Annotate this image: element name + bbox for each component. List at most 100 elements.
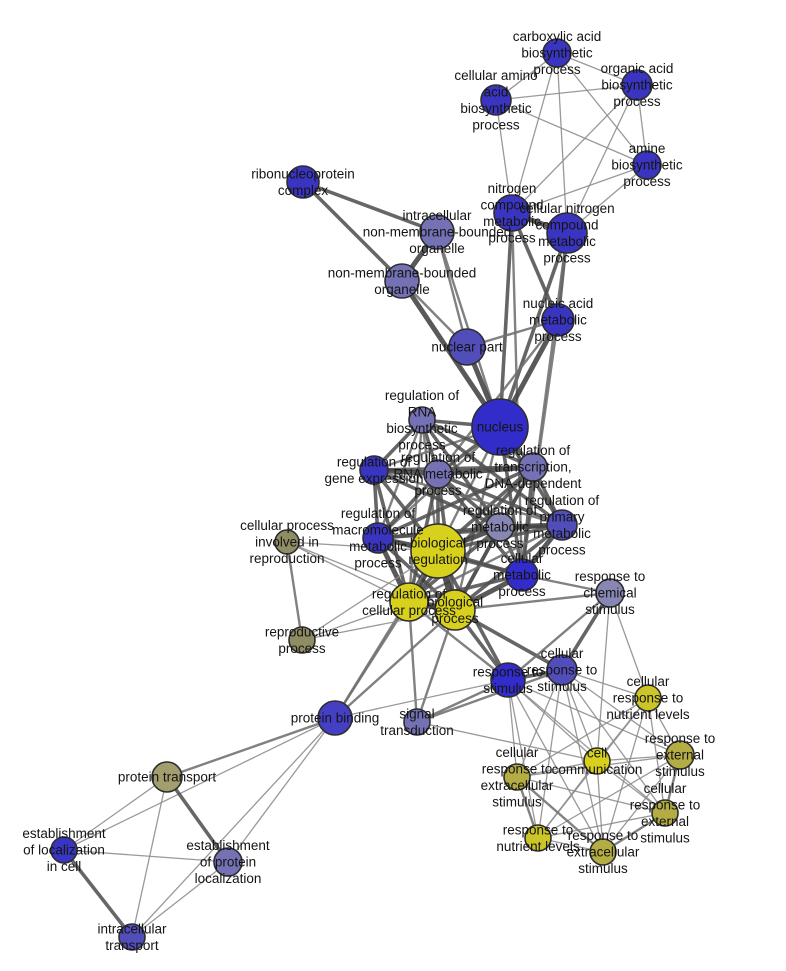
graph-node-biological-process[interactable] — [434, 589, 476, 631]
node-label-response-to-external-stimulus: response to external stimulus — [645, 731, 716, 779]
graph-node-establishment-of-localization-in-cell[interactable] — [50, 836, 78, 864]
graph-edge — [516, 776, 604, 853]
node-label-carboxylic-acid-biosynthetic-process: carboxylic acid biosynthetic process — [513, 29, 602, 77]
graph-edge — [511, 52, 558, 214]
node-label-organic-acid-biosynthetic-process: organic acid biosynthetic process — [601, 61, 674, 109]
graph-node-protein-binding[interactable] — [317, 700, 353, 736]
graph-edge — [537, 669, 563, 839]
graph-edge — [561, 669, 604, 853]
graph-node-regulation-of-rna-biosynthetic-process[interactable] — [408, 406, 436, 434]
graph-node-regulation-of-gene-expression[interactable] — [359, 455, 389, 485]
graph-edge — [373, 468, 501, 529]
graph-edge — [437, 472, 563, 527]
node-label-protein-transport: protein transport — [118, 770, 217, 785]
node-label-amine-biosynthetic-process: amine biosynthetic process — [611, 141, 683, 189]
node-label-cellular-process-involved-in-reproduction: cellular process involved in reproduction — [240, 518, 334, 566]
node-label-regulation-of-metabolic-process: regulation of metabolic process — [463, 503, 538, 551]
graph-edge — [561, 669, 681, 756]
graph-node-cellular-nitrogen-compound-metabolic-process[interactable] — [546, 212, 588, 254]
graph-node-cellular-response-to-external-stimulus[interactable] — [651, 799, 679, 827]
graph-node-cellular-metabolic-process[interactable] — [505, 558, 539, 592]
node-label-nitrogen-compound-metabolic-process: nitrogen compound metabolic process — [480, 181, 543, 246]
graph-edge — [301, 609, 456, 641]
nodes-layer — [50, 38, 695, 951]
node-label-nuclear-part: nuclear part — [431, 340, 503, 355]
graph-node-nuclear-part[interactable] — [448, 328, 486, 366]
graph-node-establishment-of-protein-localization[interactable] — [213, 847, 243, 877]
graph-edge — [556, 52, 648, 166]
graph-node-cellular-process-involved-in-reproduction[interactable] — [274, 529, 300, 555]
graph-edge — [510, 212, 560, 321]
graph-node-cell-communication[interactable] — [583, 747, 611, 775]
graph-node-biological-regulation[interactable] — [410, 523, 466, 579]
graph-node-ribonucleoprotein-complex[interactable] — [286, 165, 320, 199]
graph-edge — [556, 52, 568, 234]
graph-node-cellular-response-to-extracellular-stimulus[interactable] — [503, 763, 531, 791]
node-label-reproductive-process: reproductive process — [265, 624, 339, 656]
graph-edge — [609, 592, 649, 699]
graph-edge — [516, 669, 563, 778]
graph-edge — [302, 180, 438, 234]
node-label-response-to-nutrient-levels: response to nutrient levels — [496, 822, 580, 854]
node-label-cellular-response-to-extracellular-stimulus: cellular response to extracellular stimulus — [481, 745, 554, 810]
graph-node-protein-transport[interactable] — [151, 761, 183, 793]
graph-node-signal-transduction[interactable] — [403, 708, 431, 736]
graph-edge — [511, 84, 638, 214]
graph-node-response-to-external-stimulus[interactable] — [665, 740, 695, 770]
graph-node-regulation-of-metabolic-process[interactable] — [485, 512, 515, 542]
graph-edge — [454, 591, 611, 612]
graph-node-organic-acid-biosynthetic-process[interactable] — [621, 69, 653, 101]
graph-edge — [63, 849, 229, 863]
graph-node-carboxylic-acid-biosynthetic-process[interactable] — [542, 38, 572, 68]
graph-node-regulation-of-transcription-dna-dependent[interactable] — [518, 452, 548, 482]
graph-node-response-to-extracellular-stimulus[interactable] — [589, 838, 617, 866]
graph-edge — [407, 465, 535, 604]
graph-node-cellular-response-to-nutrient-levels[interactable] — [634, 684, 662, 712]
graph-node-nucleus[interactable] — [471, 398, 529, 456]
node-label-cellular-response-to-nutrient-levels: cellular response to nutrient levels — [606, 674, 690, 722]
graph-edge — [596, 760, 604, 853]
graph-node-regulation-of-macromolecule-metabolic-process[interactable] — [362, 522, 394, 554]
graph-edge — [537, 754, 681, 839]
graph-edge — [227, 717, 336, 863]
graph-node-cellular-response-to-stimulus[interactable] — [546, 654, 578, 686]
graph-edge — [507, 679, 681, 756]
graph-edge — [373, 468, 563, 527]
labels-layer: carboxylic acid biosynthetic process cellul… — [22, 29, 715, 953]
node-label-nucleus: nucleus — [477, 420, 524, 435]
graph-edge — [602, 754, 681, 853]
graph-node-regulation-of-rna-metabolic-process[interactable] — [423, 459, 453, 489]
graph-node-nucleic-acid-metabolic-process[interactable] — [541, 303, 575, 337]
graph-node-reproductive-process[interactable] — [288, 626, 316, 654]
graph-edge — [408, 601, 509, 681]
graph-node-regulation-of-cellular-process[interactable] — [389, 582, 429, 622]
graph-node-amine-biosynthetic-process[interactable] — [632, 150, 662, 180]
graph-edge — [131, 776, 168, 938]
graph-node-intracellular-non-membrane-bounded-organelle[interactable] — [419, 214, 455, 250]
node-label-intracellular-non-membrane-bounded-organelle: intracellular non-membrane-bounded organel… — [363, 208, 512, 256]
node-label-cellular-response-to-stimulus: cellular response to stimulus — [527, 646, 598, 694]
graph-node-intracellular-transport[interactable] — [118, 923, 146, 951]
graph-node-regulation-of-primary-metabolic-process[interactable] — [546, 509, 578, 541]
graph-edge — [596, 760, 666, 814]
graph-node-cellular-amino-acid-biosynthetic-process[interactable] — [480, 84, 512, 116]
graph-edge — [498, 232, 569, 428]
graph-edge — [495, 84, 638, 101]
graph-edge — [377, 465, 534, 540]
graph-node-response-to-chemical-stimulus[interactable] — [595, 578, 625, 608]
node-label-non-membrane-bounded-organelle: non-membrane-bounded organelle — [328, 265, 477, 297]
graph-node-response-to-nutrient-levels[interactable] — [524, 824, 552, 852]
graph-node-non-membrane-bounded-organelle[interactable] — [384, 263, 420, 299]
graph-edge — [537, 760, 598, 839]
node-label-regulation-of-primary-metabolic-process: regulation of primary metabolic process — [525, 493, 600, 557]
node-label-ribonucleoprotein-complex: ribonucleoprotein complex — [251, 166, 355, 198]
graph-node-nitrogen-compound-metabolic-process[interactable] — [493, 194, 531, 232]
graph-edge — [131, 717, 336, 938]
node-label-establishment-of-protein-localization: establishment of protein localization — [186, 838, 270, 886]
node-label-biological-regulation: biological regulation — [408, 535, 467, 567]
graph-node-response-to-stimulus[interactable] — [490, 662, 526, 698]
node-label-cellular-metabolic-process: cellular metabolic process — [493, 551, 551, 599]
graph-edge — [334, 679, 509, 719]
graph-edge — [495, 99, 648, 166]
